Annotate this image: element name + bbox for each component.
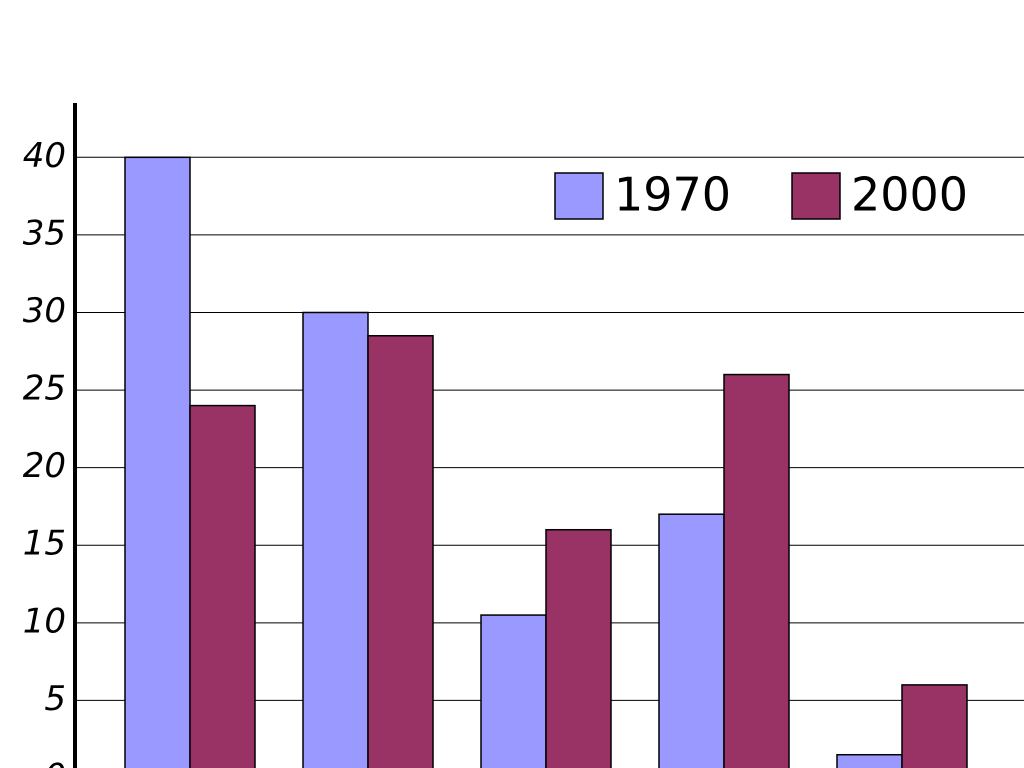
y-tick-label: 30 (23, 291, 66, 331)
bar (723, 373, 790, 768)
bar (302, 311, 369, 768)
legend-label: 2000 (851, 168, 968, 222)
bar (658, 513, 725, 768)
legend-swatch (791, 172, 841, 220)
y-tick-label: 15 (23, 524, 66, 564)
y-tick-label: 0 (44, 757, 66, 768)
bar (367, 335, 434, 768)
legend-label: 1970 (614, 168, 731, 222)
bar (545, 528, 612, 768)
y-tick-label: 5 (44, 679, 66, 719)
bar (480, 614, 547, 768)
bar (901, 684, 968, 768)
legend-swatch (554, 172, 604, 220)
y-tick-label: 25 (23, 369, 66, 409)
y-tick-label: 40 (23, 136, 66, 176)
y-tick-label: 35 (23, 213, 66, 253)
y-tick-label: 20 (23, 446, 66, 486)
bar (836, 753, 903, 768)
bar (124, 156, 191, 768)
y-tick-label: 10 (23, 601, 66, 641)
bar (189, 404, 256, 768)
